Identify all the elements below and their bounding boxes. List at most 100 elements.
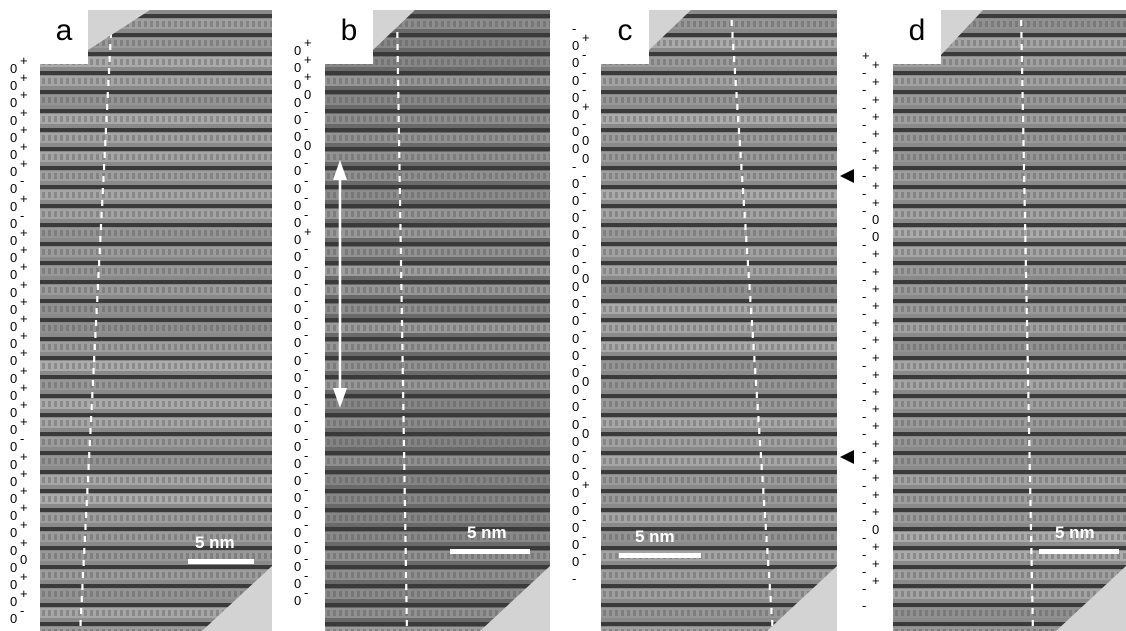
stacking-label-right: + — [20, 379, 28, 395]
stacking-label-left: 0 — [294, 197, 302, 213]
stacking-label-left: 0 — [10, 301, 18, 317]
stacking-label-left: 0 — [572, 279, 580, 294]
scale-label-a: 5 nm — [195, 533, 235, 552]
stacking-label-right: - — [304, 172, 309, 188]
stacking-label-right: - — [582, 322, 587, 338]
stacking-label-left: 0 — [572, 244, 580, 260]
stacking-label-right: + — [20, 121, 28, 137]
stacking-label-right: + — [872, 298, 880, 313]
stacking-label-left: - — [862, 460, 867, 476]
stacking-label-right: - — [304, 516, 309, 532]
stacking-label-left: 0 — [572, 502, 580, 518]
stacking-label-left: 0 — [10, 78, 18, 94]
stacking-label-left: - — [862, 478, 867, 493]
stacking-label-right: + — [20, 500, 28, 516]
stacking-label-left: 0 — [294, 559, 302, 574]
stacking-label-right: - — [582, 511, 587, 527]
stacking-label-left: - — [862, 598, 867, 614]
stacking-label-right: + — [20, 190, 28, 206]
stacking-label-right: - — [304, 482, 309, 498]
stacking-label-right: + — [582, 30, 590, 46]
stacking-label-left: 0 — [10, 559, 18, 575]
stacking-label-left: 0 — [10, 525, 18, 541]
stacking-label-right: - — [304, 207, 309, 222]
panel-letter-c: c — [601, 10, 649, 64]
stacking-label-right: - — [304, 465, 309, 480]
stacking-label-right: 0 — [20, 551, 28, 567]
stacking-label-right: + — [304, 35, 312, 50]
stacking-label-left: - — [862, 202, 867, 218]
stacking-label-right: + — [20, 345, 28, 361]
stacking-label-right: + — [20, 225, 28, 240]
stacking-label-right: + — [872, 91, 880, 107]
stacking-label-right: + — [20, 328, 28, 344]
stacking-label-left: 0 — [10, 112, 18, 128]
stacking-label-left: 0 — [294, 111, 302, 127]
stacking-label-right: - — [582, 236, 587, 252]
stacking-label-right: + — [872, 470, 880, 485]
stacking-label-right: - — [582, 529, 587, 544]
stacking-label-left: - — [862, 65, 867, 81]
scale-label-b: 5 nm — [467, 523, 507, 542]
dashed-guide-line — [730, 20, 774, 626]
stacking-label-left: - — [862, 306, 867, 321]
stacking-label-right: - — [304, 551, 309, 566]
stacking-label-left: 0 — [10, 129, 18, 145]
stacking-label-right: - — [304, 293, 309, 308]
stacking-label-left: - — [862, 581, 867, 597]
stacking-label-left: 0 — [10, 95, 18, 111]
stacking-label-right: - — [582, 253, 587, 269]
stacking-label-left: - — [862, 392, 867, 407]
stacking-label-left: 0 — [10, 456, 18, 472]
stacking-label-right: + — [20, 362, 28, 378]
stacking-label-left: 0 — [10, 319, 18, 334]
stacking-label-right: - — [304, 103, 309, 119]
stacking-label-right: 0 — [582, 271, 590, 286]
stacking-label-right: + — [582, 99, 590, 114]
stacking-label-left: - — [862, 374, 867, 390]
stacking-label-left: 0 — [10, 405, 18, 420]
stacking-label-right: + — [872, 366, 880, 382]
stacking-label-left: 0 — [294, 180, 302, 196]
stacking-label-right: 0 — [304, 86, 312, 102]
stacking-label-right: + — [20, 397, 28, 412]
stacking-label-left: - — [862, 323, 867, 339]
stacking-label-right: + — [872, 487, 880, 503]
stacking-label-left: 0 — [10, 422, 18, 438]
stacking-label-left: 0 — [572, 519, 580, 535]
stacking-label-right: + — [20, 483, 28, 498]
stacking-label-right: + — [872, 452, 880, 468]
stacking-label-left: 0 — [10, 198, 18, 214]
stacking-label-left: 0 — [10, 439, 18, 455]
stacking-label-left: 0 — [10, 147, 18, 162]
stacking-label-left: 0 — [572, 296, 580, 312]
stacking-label-left: 0 — [294, 507, 302, 523]
stacking-label-right: + — [872, 401, 880, 417]
stacking-label-left: 0 — [10, 370, 18, 386]
stacking-label-right: + — [872, 418, 880, 434]
stacking-label-right: + — [872, 538, 880, 554]
stacking-label-left: 0 — [572, 485, 580, 501]
panel-letter-d: d — [893, 10, 941, 64]
stacking-label-left: 0 — [572, 416, 580, 432]
stacking-label-left: - — [862, 99, 867, 115]
scale-bar-d — [1039, 549, 1119, 554]
stacking-label-left: 0 — [10, 284, 18, 300]
stacking-label-right: + — [872, 126, 880, 141]
stacking-label-right: - — [304, 533, 309, 549]
stacking-label-right: - — [582, 494, 587, 510]
stacking-label-left: - — [862, 495, 867, 511]
stacking-label-right: - — [20, 603, 25, 619]
stacking-label-left: 0 — [294, 163, 302, 179]
triangle-marker-icon — [840, 450, 854, 464]
stacking-label-right: + — [20, 104, 28, 120]
stacking-label-left: 0 — [294, 43, 302, 58]
stacking-label-right: + — [20, 293, 28, 309]
stacking-label-right: 0 — [582, 133, 590, 149]
stacking-label-right: + — [20, 276, 28, 292]
stacking-label-right: - — [304, 361, 309, 377]
stacking-label-left: 0 — [294, 232, 302, 248]
stacking-label-left: - — [862, 134, 867, 149]
stacking-label-right: + — [872, 573, 880, 589]
scale-bar-b — [450, 549, 530, 554]
